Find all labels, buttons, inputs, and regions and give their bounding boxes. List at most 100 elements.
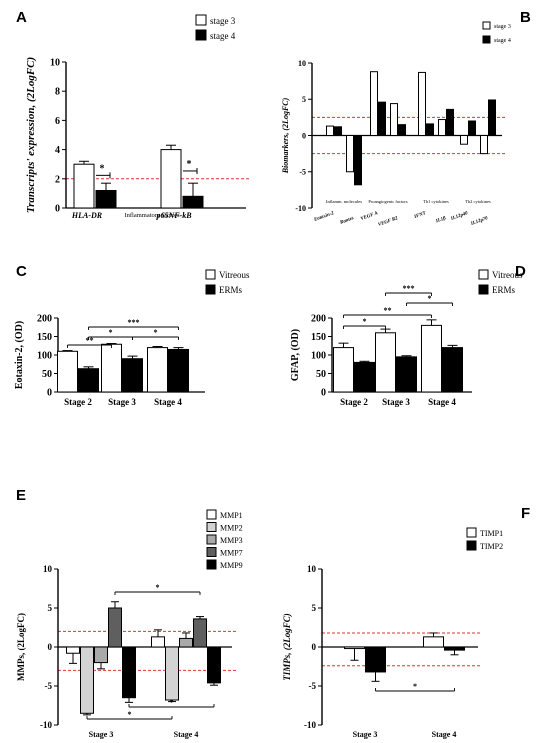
legend-swatch bbox=[205, 284, 216, 295]
significance-label: * bbox=[154, 328, 158, 337]
legend-label: stage 3 bbox=[494, 24, 511, 30]
y-tick-label: 150 bbox=[311, 332, 326, 343]
category-label: Stage 3 bbox=[108, 397, 136, 407]
group-label: Proangiogenic factors bbox=[368, 199, 408, 204]
category-label: Stage 4 bbox=[154, 397, 182, 407]
bar-erms bbox=[122, 358, 143, 393]
bar-timp2 bbox=[444, 646, 465, 651]
category-label: Stage 3 bbox=[382, 397, 410, 407]
legend-label: ERMs bbox=[492, 285, 516, 295]
group-label: Th1 cytokines bbox=[423, 199, 449, 204]
y-tick-label: 0 bbox=[302, 131, 306, 140]
bar-stage-4 bbox=[468, 120, 476, 136]
legend-label: MMP3 bbox=[220, 536, 243, 545]
y-tick-label: 150 bbox=[37, 332, 52, 343]
legend-swatch bbox=[482, 21, 491, 30]
y-tick-label: 50 bbox=[316, 369, 326, 380]
y-tick-label: 0 bbox=[47, 388, 52, 399]
y-tick-label: -5 bbox=[309, 681, 317, 691]
legend-label: Vitreous bbox=[219, 270, 250, 280]
category-label: Stage 3 bbox=[353, 730, 378, 739]
legend-swatch bbox=[205, 269, 216, 280]
group-label: Inflamm. molecules bbox=[326, 199, 362, 204]
bar-erms bbox=[168, 348, 189, 393]
category-label: Rantes bbox=[340, 216, 355, 226]
bar-mmp3 bbox=[179, 637, 193, 648]
legend-label: TIMP1 bbox=[480, 529, 503, 538]
legend-swatch bbox=[195, 14, 207, 26]
significance-label: *** bbox=[403, 284, 415, 293]
y-tick-label: 2 bbox=[55, 174, 60, 185]
legend-swatch bbox=[206, 559, 217, 570]
significance-label: * bbox=[170, 698, 174, 707]
bar-vitreous bbox=[333, 347, 354, 393]
y-tick-label: 5 bbox=[48, 603, 53, 613]
bar-stage-4 bbox=[488, 99, 496, 136]
bar-stage-3 bbox=[418, 71, 426, 137]
bar-stage-3 bbox=[73, 163, 95, 209]
panel-letter: A bbox=[16, 9, 27, 26]
bar-erms bbox=[442, 347, 463, 393]
bar-stage-3 bbox=[390, 103, 398, 136]
panel-letter: F bbox=[521, 505, 530, 522]
bar-mmp7 bbox=[108, 607, 122, 648]
bar-stage-4 bbox=[446, 108, 454, 137]
chart-panel-b: B -10 -5 0 5 10 Biomarkers, (2LogFC) Eotaxin-2 R… bbox=[281, 9, 531, 228]
legend-swatch bbox=[206, 547, 217, 557]
category-label: IL12p40 bbox=[450, 211, 470, 222]
significance-label: * bbox=[100, 163, 105, 174]
y-axis-label: GFAP, (OD) bbox=[290, 329, 301, 381]
y-tick-label: 10 bbox=[307, 564, 317, 574]
significance-label: * bbox=[187, 159, 192, 170]
significance-label: * bbox=[413, 682, 417, 691]
y-tick-label: 200 bbox=[311, 314, 326, 325]
bar-stage-4 bbox=[334, 126, 342, 137]
bar-stage-3 bbox=[160, 149, 182, 209]
category-label: Stage 2 bbox=[64, 397, 92, 407]
y-tick-label: 100 bbox=[311, 351, 326, 362]
bar-stage-4 bbox=[378, 101, 386, 136]
bar-mmp9 bbox=[207, 646, 221, 684]
bar-stage-4 bbox=[95, 189, 117, 209]
significance-label: ** bbox=[86, 336, 94, 345]
significance-label: ** bbox=[384, 306, 392, 315]
bar-stage-4 bbox=[354, 135, 362, 186]
category-label: IL12p70 bbox=[470, 216, 490, 227]
bar-vitreous bbox=[57, 350, 78, 393]
category-label: Stage 4 bbox=[174, 730, 199, 739]
x-axis-label: Inflammatory factors bbox=[124, 212, 180, 219]
bar-stage-3 bbox=[480, 135, 488, 155]
category-label: VEGF R2 bbox=[378, 216, 400, 228]
legend-swatch bbox=[466, 527, 477, 538]
bar-timp1 bbox=[423, 636, 444, 648]
chart-panel-c: C 0 50 100 150 200 Eotaxin-2, (OD) Stage 2 Stage… bbox=[14, 263, 250, 407]
y-axis-label: TIMPs, (2LogFC) bbox=[282, 613, 292, 681]
legend-swatch bbox=[482, 35, 491, 44]
y-tick-label: 8 bbox=[55, 87, 60, 98]
category-label: IL1β bbox=[435, 216, 448, 225]
legend-label: stage 3 bbox=[210, 16, 236, 26]
y-tick-label: -10 bbox=[40, 720, 52, 730]
bar-mmp1 bbox=[66, 646, 80, 654]
category-label: IFNT bbox=[413, 211, 428, 220]
legend-label: TIMP2 bbox=[480, 542, 503, 551]
y-tick-label: 100 bbox=[37, 351, 52, 362]
y-tick-label: 0 bbox=[48, 642, 53, 652]
bar-erms bbox=[78, 368, 99, 393]
y-tick-label: -10 bbox=[304, 720, 316, 730]
category-label: VEGF A bbox=[360, 211, 379, 222]
chart-panel-d: D 0 50 100 150 200 GFAP, (OD) Stage 2 Stage 3 Sta… bbox=[290, 263, 526, 407]
significance-label: * bbox=[128, 710, 132, 719]
legend-swatch bbox=[195, 29, 207, 41]
legend-label: Vitreous bbox=[492, 270, 523, 280]
legend-label: MMP2 bbox=[220, 524, 243, 533]
significance-label: *** bbox=[128, 318, 140, 327]
bar-vitreous bbox=[375, 332, 396, 393]
significance-label: * bbox=[156, 583, 160, 592]
bar-stage-4 bbox=[182, 195, 204, 209]
y-tick-label: 0 bbox=[321, 388, 326, 399]
legend-swatch bbox=[206, 509, 217, 520]
bar-mmp2 bbox=[80, 646, 94, 714]
bar-stage-3 bbox=[438, 119, 446, 137]
